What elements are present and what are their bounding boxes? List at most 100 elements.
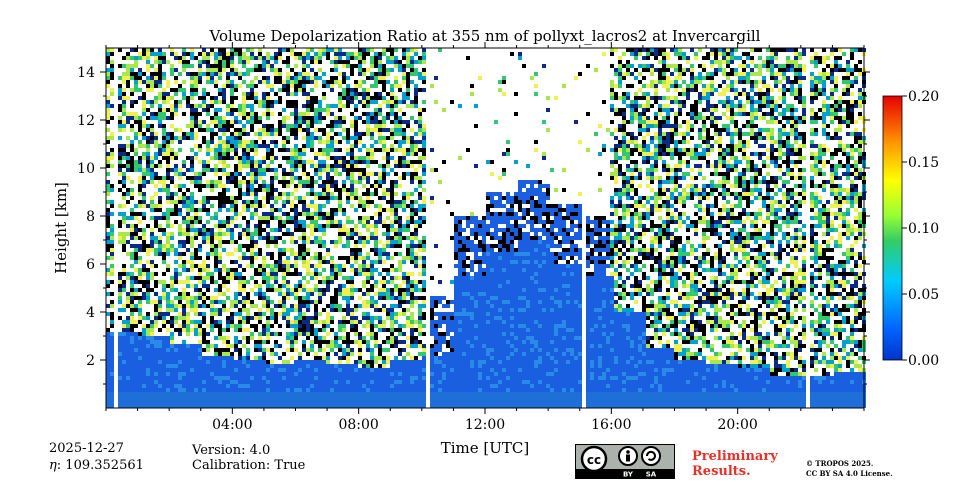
depol-cell: [294, 192, 298, 196]
depol-cell: [130, 56, 134, 60]
depol-cell: [198, 344, 202, 348]
depol-cell: [286, 360, 290, 364]
depol-cell: [174, 52, 178, 56]
depol-cell: [382, 148, 386, 152]
depol-cell: [158, 400, 162, 404]
depol-cell: [350, 144, 354, 148]
depol-cell: [282, 136, 286, 140]
depol-cell: [398, 232, 402, 236]
depol-cell: [198, 88, 202, 92]
depol-cell: [162, 368, 166, 372]
depol-cell: [186, 240, 190, 244]
depol-cell: [274, 208, 278, 212]
depol-cell: [234, 48, 238, 52]
depol-cell: [294, 204, 298, 208]
depol-cell: [246, 356, 250, 360]
depol-cell: [278, 356, 282, 360]
depol-cell: [106, 336, 110, 340]
depol-cell: [342, 100, 346, 104]
depol-cell: [218, 292, 222, 296]
depol-cell: [346, 360, 350, 364]
depol-cell: [146, 368, 150, 372]
depol-cell: [290, 276, 294, 280]
depol-cell: [202, 140, 206, 144]
depol-cell: [342, 376, 346, 380]
depol-cell: [390, 388, 394, 392]
depol-cell: [290, 280, 294, 284]
depol-cell: [134, 280, 138, 284]
depol-cell: [390, 264, 394, 268]
depol-cell: [366, 116, 370, 120]
depol-cell: [158, 84, 162, 88]
depol-cell: [246, 264, 250, 268]
depol-cell: [302, 64, 306, 68]
depol-cell: [170, 64, 174, 68]
depol-cell: [322, 232, 326, 236]
depol-cell: [186, 316, 190, 320]
depol-cell: [254, 184, 258, 188]
depol-cell: [158, 264, 162, 268]
depol-cell: [318, 364, 322, 368]
depol-cell: [238, 132, 242, 136]
depol-cell: [354, 288, 358, 292]
depol-cell: [366, 392, 370, 396]
depol-cell: [262, 112, 266, 116]
depol-cell: [398, 312, 402, 316]
depol-cell: [378, 76, 382, 80]
depol-cell: [178, 188, 182, 192]
depol-cell: [194, 108, 198, 112]
depol-cell: [134, 200, 138, 204]
depol-cell: [350, 168, 354, 172]
depol-cell: [206, 56, 210, 60]
depol-cell: [326, 388, 330, 392]
depol-cell: [266, 156, 270, 160]
depol-cell: [398, 340, 402, 344]
depol-cell: [106, 228, 110, 232]
depol-cell: [310, 380, 314, 384]
depol-cell: [142, 360, 146, 364]
depol-cell: [358, 84, 362, 88]
depol-cell: [294, 284, 298, 288]
depol-cell: [130, 392, 134, 396]
depol-cell: [390, 236, 394, 240]
depol-cell: [166, 192, 170, 196]
depol-cell: [174, 252, 178, 256]
depol-cell: [338, 72, 342, 76]
depol-cell: [118, 360, 122, 364]
depol-cell: [362, 324, 366, 328]
depol-cell: [318, 376, 322, 380]
depol-cell: [210, 172, 214, 176]
depol-cell: [374, 212, 378, 216]
depol-cell: [190, 344, 194, 348]
depol-cell: [274, 380, 278, 384]
depol-cell: [146, 148, 150, 152]
depol-cell: [266, 312, 270, 316]
depol-cell: [162, 136, 166, 140]
depol-cell: [386, 396, 390, 400]
depol-cell: [126, 292, 130, 296]
depol-cell: [374, 52, 378, 56]
depol-cell: [222, 236, 226, 240]
depol-cell: [386, 384, 390, 388]
depol-cell: [366, 332, 370, 336]
depol-cell: [326, 216, 330, 220]
depol-cell: [162, 248, 166, 252]
depol-cell: [198, 304, 202, 308]
depol-cell: [262, 180, 266, 184]
depol-cell: [310, 76, 314, 80]
depol-cell: [238, 252, 242, 256]
depol-cell: [262, 328, 266, 332]
depol-cell: [374, 348, 378, 352]
depol-cell: [322, 360, 326, 364]
depol-cell: [134, 264, 138, 268]
depol-cell: [138, 384, 142, 388]
depol-cell: [154, 220, 158, 224]
depol-cell: [326, 380, 330, 384]
depol-cell: [322, 132, 326, 136]
depol-cell: [266, 60, 270, 64]
depol-cell: [206, 212, 210, 216]
depol-cell: [374, 380, 378, 384]
depol-cell: [142, 68, 146, 72]
depol-cell: [162, 404, 166, 408]
depol-cell: [198, 208, 202, 212]
